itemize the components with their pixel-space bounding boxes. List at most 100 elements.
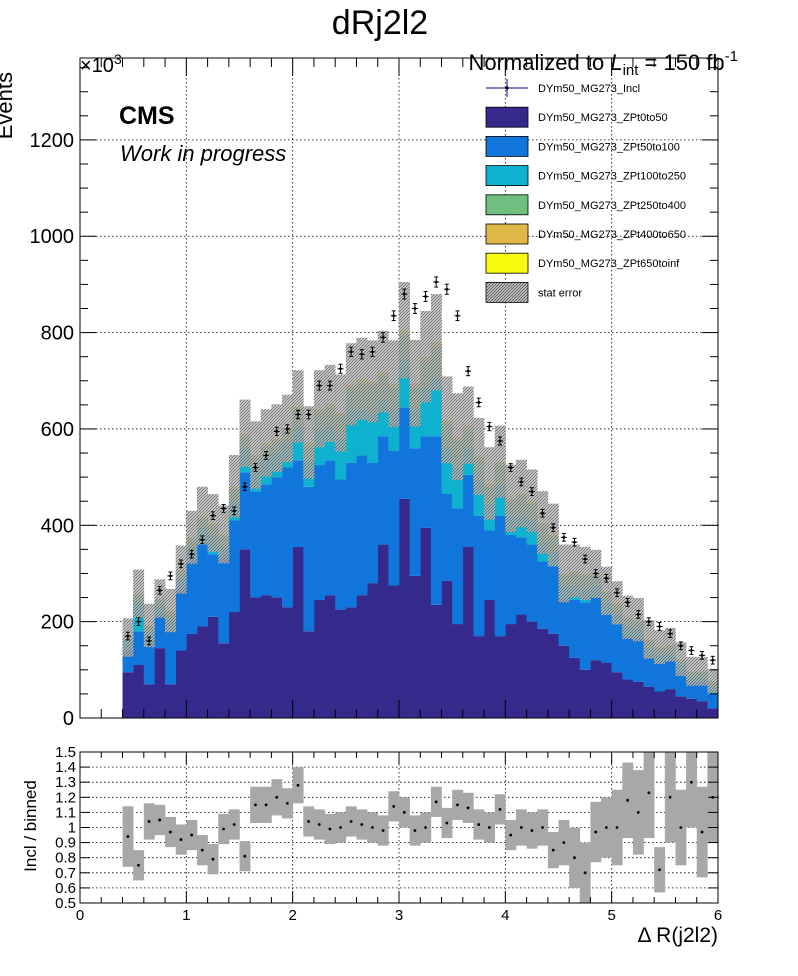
data-point — [199, 535, 206, 545]
bar-DYm50_MG273_ZPt0to50 — [271, 597, 283, 718]
bar-DYm50_MG273_ZPt0to50 — [239, 549, 251, 718]
data-point — [231, 506, 238, 516]
bar-DYm50_MG273_ZPt0to50 — [207, 616, 219, 718]
bar-DYm50_MG273_ZPt0to50 — [686, 698, 698, 718]
ratio-y-tick-label: 1.4 — [55, 759, 76, 776]
x-tick-label: 0 — [76, 907, 84, 924]
data-point — [124, 631, 131, 641]
y-tick-label: 1000 — [30, 226, 75, 248]
y-tick-label: 1200 — [30, 130, 75, 152]
stat-error-bin — [686, 656, 698, 686]
ratio-axes: 0.50.60.70.80.911.11.21.31.41.50 1 2 3 4 5 6 — [55, 744, 722, 924]
bar-DYm50_MG273_ZPt50to100 — [239, 472, 251, 550]
ratio-point — [679, 826, 683, 829]
bar-DYm50_MG273_ZPt50to100 — [590, 597, 602, 661]
stat-error-bin — [367, 340, 379, 423]
ratio-point — [349, 820, 353, 823]
bar-DYm50_MG273_ZPt100to250 — [494, 484, 506, 516]
ratio-point — [168, 830, 172, 834]
data-point — [645, 617, 652, 627]
stat-error-bin — [313, 370, 325, 448]
bar-DYm50_MG273_ZPt0to50 — [143, 684, 155, 718]
bar-DYm50_MG273_ZPt100to250 — [388, 409, 400, 451]
data-point — [305, 409, 312, 420]
stat-error-bin — [133, 569, 145, 618]
bar-DYm50_MG273_ZPt50to100 — [303, 486, 315, 632]
ratio-point — [530, 829, 534, 832]
bar-DYm50_MG273_ZPt50to100 — [505, 534, 517, 625]
stat-error-bin — [250, 421, 262, 489]
ratio-y-tick-label: 1.1 — [55, 804, 76, 821]
ratio-point — [615, 826, 619, 829]
bar-DYm50_MG273_ZPt50to100 — [409, 448, 421, 576]
data-point — [613, 588, 620, 598]
data-point — [699, 651, 706, 660]
bar-DYm50_MG273_ZPt0to50 — [420, 527, 432, 718]
stat-error-bin — [462, 386, 474, 464]
bar-DYm50_MG273_ZPt50to100 — [420, 436, 432, 528]
stat-error-bin — [675, 642, 687, 677]
bar-DYm50_MG273_ZPt50to100 — [643, 657, 655, 687]
bar-DYm50_MG273_ZPt50to100 — [484, 530, 495, 600]
stat-error-bin — [399, 282, 410, 379]
legend-entry: DYm50_MG273_ZPt50to100 — [485, 135, 680, 157]
cms-sublabel: Work in progress — [120, 141, 286, 166]
data-point — [624, 598, 631, 607]
bar-DYm50_MG273_ZPt100to250 — [526, 520, 538, 545]
ratio-point — [402, 811, 406, 814]
ratio-point — [339, 826, 342, 829]
data-point — [497, 436, 504, 446]
ratio-y-tick-label: 0.8 — [55, 850, 76, 867]
bar-DYm50_MG273_ZPt0to50 — [452, 624, 464, 718]
bar-DYm50_MG273_ZPt50to100 — [473, 515, 485, 637]
x-axis-label: Δ R(j2l2) — [637, 924, 718, 947]
ratio-point — [509, 833, 513, 837]
bar-DYm50_MG273_ZPt50to100 — [601, 614, 612, 663]
stat-error-bin — [430, 294, 442, 391]
ratio-points — [126, 780, 715, 875]
data-point — [507, 463, 514, 472]
bar-DYm50_MG273_ZPt50to100 — [324, 460, 336, 596]
stat-error-bin — [239, 399, 251, 468]
ratio-point — [254, 803, 257, 807]
legend-label: DYm50_MG273_ZPt100to250 — [538, 171, 686, 183]
bar-DYm50_MG273_ZPt50to100 — [452, 508, 464, 625]
stat-error-bin — [218, 505, 230, 564]
bar-DYm50_MG273_ZPt0to50 — [611, 672, 623, 718]
stat-error-bin — [632, 598, 644, 642]
ratio-point — [573, 856, 576, 860]
bar-DYm50_MG273_ZPt0to50 — [250, 597, 262, 718]
bar-DYm50_MG273_ZPt0to50 — [345, 607, 357, 718]
data-point — [156, 585, 163, 595]
bar-DYm50_MG273_ZPt0to50 — [356, 595, 368, 718]
bar-DYm50_MG273_ZPt100to250 — [335, 438, 347, 480]
stat-error-bin — [196, 486, 208, 545]
data-point — [422, 290, 429, 302]
bar-DYm50_MG273_ZPt50to100 — [707, 693, 719, 709]
data-point — [571, 537, 578, 547]
data-point — [369, 346, 376, 358]
stat-error-bin — [143, 603, 155, 648]
bar-DYm50_MG273_ZPt0to50 — [675, 696, 687, 718]
bar-DYm50_MG273_ZPt0to50 — [399, 498, 410, 718]
ratio-point — [307, 820, 311, 823]
ratio-point — [360, 823, 364, 826]
bar-DYm50_MG273_ZPt0to50 — [601, 662, 612, 718]
stat-error-band — [122, 282, 719, 693]
bar-DYm50_MG273_ZPt50to100 — [526, 544, 538, 622]
bar-DYm50_MG273_ZPt50to100 — [122, 650, 134, 673]
stat-error-bin — [260, 409, 272, 477]
ratio-point — [285, 801, 289, 805]
y-tick-label: 600 — [41, 419, 74, 441]
ratio-point — [264, 803, 268, 807]
ratio-point — [626, 798, 630, 802]
stat-error-bin — [452, 393, 464, 481]
bar-DYm50_MG273_ZPt0to50 — [292, 546, 304, 718]
bar-DYm50_MG273_ZPt0to50 — [196, 626, 208, 718]
bar-DYm50_MG273_ZPt0to50 — [133, 665, 145, 718]
legend-label: DYm50_MG273_ZPt650toinf — [538, 258, 680, 270]
bar-DYm50_MG273_ZPt0to50 — [537, 628, 549, 718]
stat-error-bin — [569, 544, 581, 598]
y-multiplier: ×103 — [80, 51, 122, 77]
ratio-point — [328, 827, 332, 831]
